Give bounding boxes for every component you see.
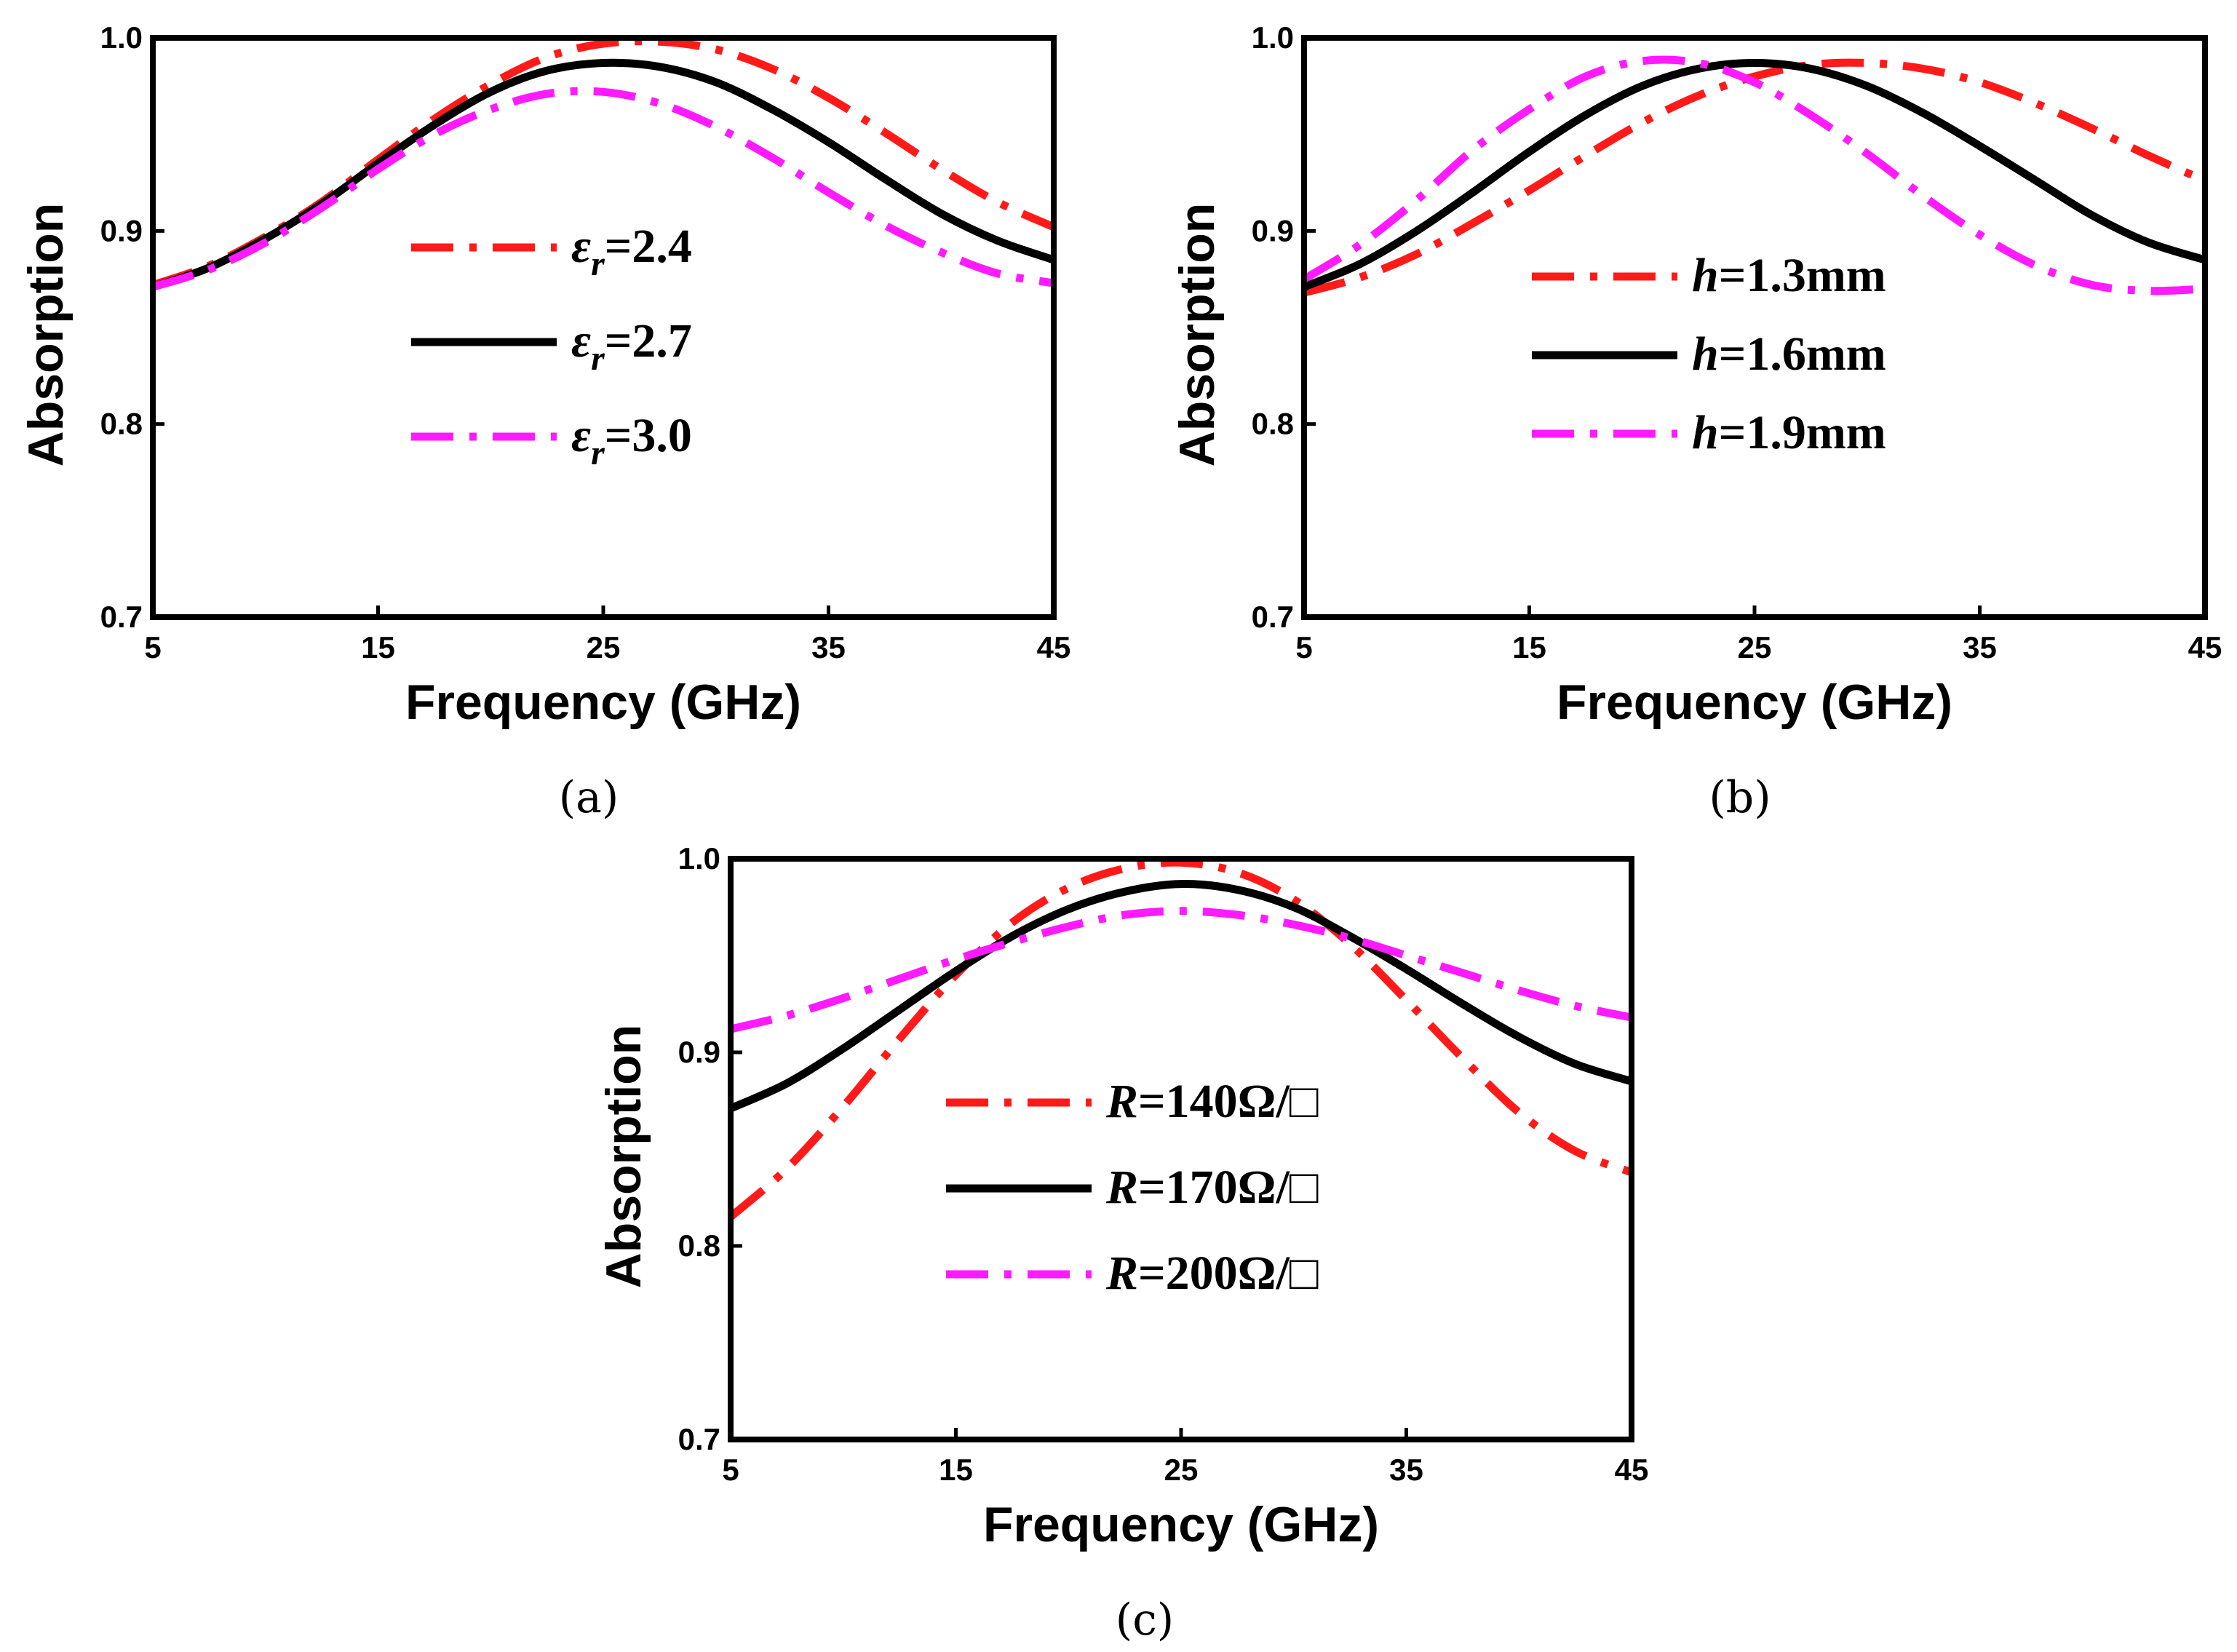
x-tick-label: 25 — [587, 630, 621, 664]
y-tick-label: 1.0 — [678, 841, 720, 875]
legend-label-1: εr=2.4 — [571, 220, 692, 283]
legend-label-2: εr=2.7 — [571, 314, 692, 378]
x-tick-label: 35 — [1963, 630, 1997, 664]
y-tick-label: 0.8 — [100, 407, 143, 441]
y-axis-label: Absorption — [596, 1025, 651, 1289]
x-tick-label: 25 — [1164, 1453, 1199, 1487]
legend-label-1: h=1.3mm — [1692, 249, 1886, 302]
y-tick-label: 0.8 — [1252, 407, 1294, 441]
y-tick-label: 0.7 — [678, 1422, 720, 1456]
x-tick-label: 15 — [361, 630, 395, 664]
y-tick-label: 0.8 — [678, 1228, 720, 1263]
y-axis-label: Absorption — [18, 203, 73, 467]
x-tick-label: 5 — [722, 1453, 739, 1487]
x-axis-label: Frequency (GHz) — [1557, 675, 1952, 730]
y-tick-label: 0.9 — [678, 1035, 720, 1069]
plot-frame-c — [728, 856, 1634, 1442]
legend-label-2: R=170Ω/□ — [1105, 1161, 1319, 1214]
x-tick-label: 45 — [2188, 630, 2222, 664]
legend-label-3: h=1.9mm — [1692, 406, 1886, 459]
y-tick-label: 0.7 — [100, 600, 143, 634]
y-tick-label: 0.7 — [1252, 600, 1294, 634]
chart-panel-a: 5 15 25 35 45 0.7 0.8 0.9 1.0 Frequency (GHz) Abso… — [18, 20, 1070, 823]
legend-label-2: h=1.6mm — [1692, 327, 1886, 381]
legend-b: h=1.3mm h=1.6mm h=1.9mm — [1532, 249, 1886, 459]
series-line-c-3 — [731, 907, 1632, 1033]
plot-frame-a — [150, 35, 1057, 620]
y-axis-label: Absorption — [1169, 203, 1225, 467]
x-tick-label: 15 — [1512, 630, 1546, 664]
x-tick-label: 5 — [144, 630, 161, 664]
legend-c: R=140Ω/□ R=170Ω/□ R=200Ω/□ — [946, 1075, 1319, 1300]
legend-label-3: R=200Ω/□ — [1105, 1247, 1319, 1300]
legend-a: εr=2.4 εr=2.7 εr=3.0 — [411, 220, 692, 472]
legend-label-1: R=140Ω/□ — [1105, 1075, 1319, 1128]
x-tick-label: 35 — [811, 630, 846, 664]
series-line-b-2 — [1304, 59, 2205, 291]
y-tick-label: 0.9 — [1252, 213, 1294, 247]
x-tick-label: 15 — [939, 1453, 973, 1487]
series-line-a-3 — [153, 87, 1054, 291]
panel-caption: (c) — [1116, 1595, 1174, 1645]
x-axis-label: Frequency (GHz) — [983, 1497, 1379, 1552]
x-tick-label: 25 — [1738, 630, 1772, 664]
series-line-c-2 — [731, 880, 1632, 1113]
x-tick-label: 45 — [1615, 1453, 1649, 1487]
y-tick-label: 1.0 — [1252, 20, 1294, 55]
x-tick-label: 45 — [1037, 630, 1071, 664]
x-tick-label: 35 — [1389, 1453, 1423, 1487]
x-tick-label: 5 — [1295, 630, 1312, 664]
chart-panel-c: 5 15 25 35 45 0.7 0.8 0.9 1.0 Frequency (GHz) Abso… — [596, 841, 1648, 1645]
x-axis-label: Frequency (GHz) — [405, 675, 801, 730]
panel-caption: (b) — [1709, 772, 1771, 823]
series-line-c-1 — [731, 859, 1632, 1220]
y-tick-label: 0.9 — [100, 213, 143, 247]
legend-label-3: εr=3.0 — [571, 409, 692, 472]
y-tick-label: 1.0 — [100, 20, 143, 55]
chart-panel-b: 5 15 25 35 45 0.7 0.8 0.9 1.0 Frequency (GHz) Abso… — [1169, 20, 2222, 823]
panel-caption: (a) — [559, 772, 619, 823]
series-line-b-3 — [1304, 55, 2205, 295]
